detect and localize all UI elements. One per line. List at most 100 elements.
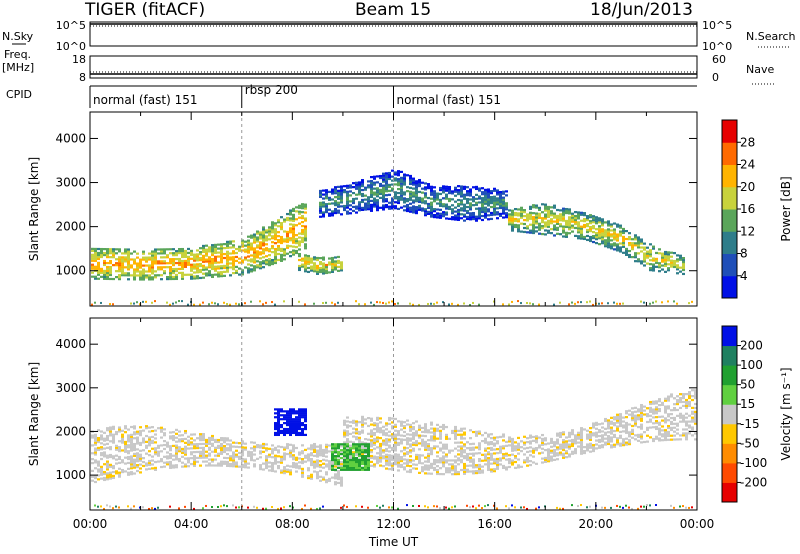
power-cell bbox=[223, 301, 225, 304]
velocity-cell bbox=[310, 444, 313, 447]
power-cell bbox=[133, 302, 135, 305]
velocity-cell bbox=[310, 473, 313, 476]
power-cell bbox=[622, 231, 625, 235]
velocity-cell bbox=[502, 466, 505, 470]
velocity-cell bbox=[199, 450, 202, 453]
power-cell bbox=[451, 302, 453, 305]
power-cell bbox=[676, 254, 679, 257]
velocity-cell bbox=[169, 449, 172, 452]
velocity-cell bbox=[286, 447, 289, 450]
power-cell bbox=[325, 209, 328, 212]
power-cell bbox=[454, 200, 457, 203]
velocity-cell bbox=[430, 437, 433, 440]
velocity-cell bbox=[628, 443, 631, 446]
velocity-cell bbox=[292, 408, 295, 411]
velocity-cell bbox=[220, 439, 223, 442]
power-cell bbox=[319, 207, 322, 210]
velocity-cell bbox=[610, 506, 612, 509]
power-cell bbox=[160, 268, 163, 271]
velocity-cell bbox=[301, 459, 304, 463]
power-cell bbox=[553, 206, 556, 209]
velocity-cell bbox=[355, 430, 358, 433]
velocity-cell bbox=[409, 439, 412, 442]
velocity-cell bbox=[442, 447, 445, 450]
velocity-cell bbox=[97, 474, 100, 477]
velocity-cell bbox=[106, 427, 109, 430]
power-cell bbox=[94, 301, 96, 304]
power-cell bbox=[376, 191, 379, 194]
velocity-cell bbox=[340, 478, 343, 481]
power-cell bbox=[133, 270, 136, 273]
velocity-cell bbox=[409, 470, 412, 474]
velocity-cell bbox=[316, 461, 319, 464]
power-cell bbox=[385, 200, 388, 203]
velocity-cell bbox=[136, 469, 139, 473]
velocity-cell bbox=[175, 450, 178, 453]
velocity-cell bbox=[475, 469, 478, 473]
power-cell bbox=[319, 205, 322, 208]
power-cell bbox=[430, 205, 433, 208]
velocity-cell bbox=[136, 456, 139, 459]
velocity-cell bbox=[376, 459, 379, 463]
power-cell bbox=[520, 208, 523, 211]
power-cell bbox=[457, 208, 460, 212]
power-cell bbox=[304, 227, 307, 230]
power-cell bbox=[391, 201, 394, 204]
velocity-cell bbox=[361, 453, 364, 456]
power-cell bbox=[526, 225, 529, 228]
power-cell bbox=[229, 256, 232, 259]
power-cell bbox=[355, 300, 357, 303]
velocity-cell bbox=[406, 504, 408, 507]
power-cell bbox=[295, 210, 298, 213]
power-cell bbox=[211, 301, 213, 304]
velocity-cell bbox=[664, 438, 667, 442]
velocity-cell bbox=[490, 456, 493, 459]
velocity-cell bbox=[454, 459, 457, 462]
power-cell bbox=[100, 275, 103, 278]
velocity-cell bbox=[265, 464, 268, 468]
velocity-cell bbox=[325, 449, 328, 452]
power-cell bbox=[541, 227, 544, 230]
velocity-cell bbox=[649, 426, 652, 429]
velocity-cell bbox=[574, 452, 577, 455]
power-cell bbox=[106, 275, 109, 279]
power-cell bbox=[319, 201, 322, 204]
power-cell bbox=[154, 276, 157, 279]
velocity-cell bbox=[322, 448, 325, 452]
velocity-cell bbox=[127, 428, 130, 431]
velocity-cell bbox=[577, 445, 580, 448]
power-cell bbox=[517, 218, 520, 221]
velocity-cell bbox=[157, 427, 160, 430]
power-cell bbox=[538, 226, 541, 229]
velocity-cell bbox=[592, 449, 595, 453]
power-cell bbox=[214, 267, 217, 270]
velocity-cell bbox=[694, 414, 697, 417]
velocity-cell bbox=[307, 453, 310, 456]
velocity-cell bbox=[262, 444, 265, 448]
power-cell bbox=[598, 302, 600, 305]
velocity-cell bbox=[241, 465, 244, 469]
velocity-cell bbox=[604, 443, 607, 446]
power-cell bbox=[325, 271, 328, 275]
velocity-cell bbox=[586, 449, 589, 452]
power-cell bbox=[301, 220, 304, 224]
power-cell bbox=[253, 239, 256, 242]
power-cell bbox=[487, 196, 490, 199]
power-cell bbox=[217, 275, 220, 278]
power-cell bbox=[322, 302, 324, 305]
velocity-cell bbox=[304, 410, 307, 413]
velocity-cell bbox=[97, 446, 100, 450]
velocity-cell bbox=[292, 506, 294, 509]
power-cell bbox=[388, 185, 391, 189]
velocity-cell bbox=[355, 449, 358, 452]
velocity-cell bbox=[220, 464, 223, 467]
velocity-cell bbox=[451, 463, 454, 466]
velocity-cell bbox=[541, 447, 544, 450]
power-cell bbox=[511, 300, 513, 303]
power-cell bbox=[316, 272, 319, 275]
power-cell bbox=[100, 267, 103, 270]
velocity-cell bbox=[190, 433, 193, 436]
power-cell bbox=[628, 241, 631, 245]
colorbar-segment bbox=[722, 142, 737, 165]
velocity-cell bbox=[547, 460, 550, 463]
